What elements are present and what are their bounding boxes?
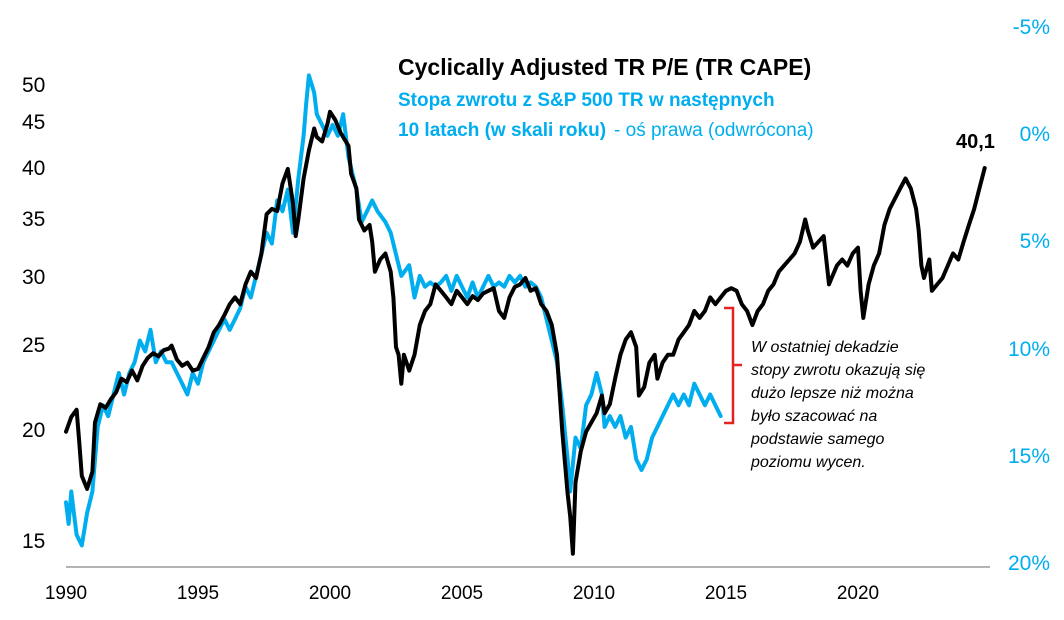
right-tick-minus5: -5% (1013, 16, 1050, 39)
left-tick-25: 25 (22, 334, 45, 357)
x-tick-2010: 2010 (573, 583, 615, 604)
left-tick-40: 40 (22, 157, 45, 180)
x-tick-1990: 1990 (45, 583, 87, 604)
left-tick-45: 45 (22, 111, 45, 134)
chart-subtitle-line2: 10 latach (w skali roku) - oś prawa (odwr… (398, 120, 814, 141)
left-tick-30: 30 (22, 266, 45, 289)
right-tick-0: 0% (1020, 123, 1050, 146)
annotation-line-2: stopy zwrotu okazują się (751, 362, 925, 379)
returns-series-line (64, 73, 723, 548)
x-axis: 1990 1995 2000 2005 2010 2015 2020 (45, 583, 879, 604)
x-tick-2015: 2015 (705, 583, 747, 604)
left-tick-35: 35 (22, 208, 45, 231)
annotation-line-6: poziomu wycen. (750, 454, 866, 471)
right-axis: -5% 0% 5% 10% 15% 20% (1008, 16, 1050, 575)
x-tick-2020: 2020 (837, 583, 879, 604)
right-tick-5: 5% (1020, 230, 1050, 253)
annotation-line-4: było szacować na (751, 408, 877, 425)
right-tick-15: 15% (1008, 445, 1050, 468)
annotation-line-5: podstawie samego (750, 431, 885, 448)
x-tick-2005: 2005 (441, 583, 483, 604)
right-tick-10: 10% (1008, 338, 1050, 361)
left-tick-20: 20 (22, 419, 45, 442)
x-tick-1995: 1995 (177, 583, 219, 604)
x-tick-2000: 2000 (309, 583, 351, 604)
annotation-line-1: W ostatniej dekadzie (751, 339, 899, 356)
chart-subtitle-line1: Stopa zwrotu z S&P 500 TR w następnych (398, 90, 775, 111)
left-axis: 15 20 25 30 35 40 45 50 (22, 74, 45, 553)
chart-subtitle-bold: 10 latach (w skali roku) (398, 120, 606, 141)
right-tick-20: 20% (1008, 552, 1050, 575)
left-tick-50: 50 (22, 74, 45, 97)
left-tick-15: 15 (22, 530, 45, 553)
last-value-label: 40,1 (956, 131, 995, 153)
chart-title: Cyclically Adjusted TR P/E (TR CAPE) (398, 54, 811, 80)
chart-subtitle-regular: - oś prawa (odwrócona) (614, 120, 814, 141)
annotation-line-3: dużo lepsze niż można (751, 385, 914, 402)
annotation: W ostatniej dekadzie stopy zwrotu okazuj… (750, 339, 925, 471)
cape-series-line (64, 109, 987, 556)
annotation-bracket (724, 306, 742, 425)
